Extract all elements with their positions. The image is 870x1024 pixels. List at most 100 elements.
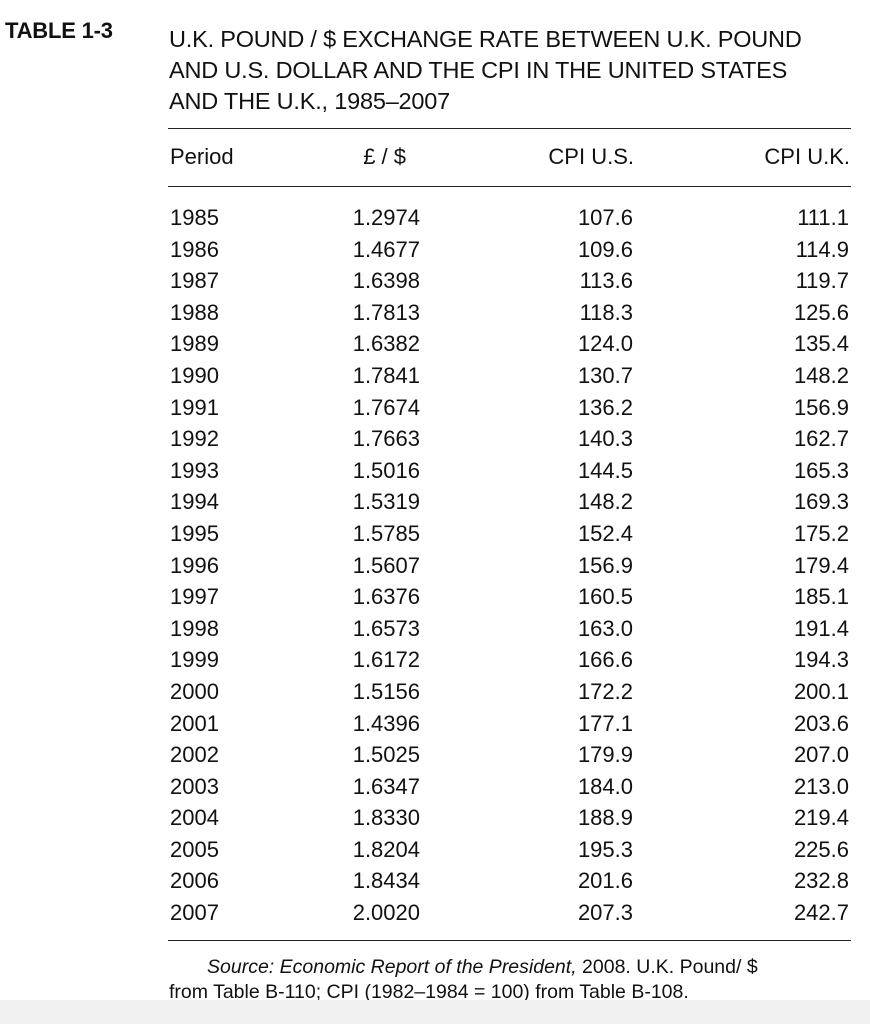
source-line-1-rest: 2008. U.K. Pound/ $: [576, 956, 758, 978]
cell-cpi-uk: 194.3: [793, 647, 849, 673]
table-row: 1998 1.6573 163.0 191.4: [168, 613, 851, 645]
cell-exchange-rate: 1.7663: [352, 426, 420, 452]
table-row: 1993 1.5016 144.5 165.3: [168, 455, 851, 487]
table-body: 1985 1.2974 107.6 111.1 1986 1.4677 109.6 114.9…: [168, 202, 851, 929]
cell-exchange-rate: 1.8330: [352, 805, 420, 831]
table-row: 2003 1.6347 184.0 213.0: [168, 771, 851, 803]
cell-exchange-rate: 1.7674: [352, 394, 420, 420]
cell-exchange-rate: 1.7813: [352, 299, 420, 325]
cell-period: 2002: [170, 742, 219, 768]
cell-exchange-rate: 1.4396: [352, 710, 420, 736]
table-row: 1997 1.6376 160.5 185.1: [168, 581, 851, 613]
cell-exchange-rate: 1.6172: [352, 647, 420, 673]
table-row: 1999 1.6172 166.6 194.3: [168, 644, 851, 676]
cell-exchange-rate: 1.2974: [352, 205, 420, 230]
table-row: 2002 1.5025 179.9 207.0: [168, 739, 851, 771]
page-bottom-strip: [0, 1000, 870, 1024]
cell-cpi-us: 160.5: [577, 584, 633, 610]
cell-cpi-us: 148.2: [577, 489, 633, 515]
cell-cpi-uk: 207.0: [793, 742, 849, 768]
column-header-cpi-uk: CPI U.K.: [764, 144, 850, 169]
table-row: 1989 1.6382 124.0 135.4: [168, 328, 851, 360]
cell-period: 2003: [170, 773, 219, 799]
cell-period: 1992: [170, 426, 219, 452]
cell-period: 1996: [170, 552, 219, 578]
header-rule: [168, 186, 851, 187]
cell-cpi-us: 201.6: [577, 868, 633, 894]
title-line: U.K. POUND / $ EXCHANGE RATE BETWEEN U.K…: [169, 26, 802, 52]
table-row: 1994 1.5319 148.2 169.3: [168, 486, 851, 518]
cell-cpi-us: 195.3: [577, 836, 633, 862]
cell-cpi-us: 136.2: [577, 394, 633, 420]
cell-cpi-us: 140.3: [577, 426, 633, 452]
cell-exchange-rate: 1.5156: [352, 678, 420, 704]
table-row: 2006 1.8434 201.6 232.8: [168, 865, 851, 897]
cell-cpi-uk: 148.2: [793, 362, 849, 388]
cell-cpi-us: 188.9: [577, 805, 633, 831]
cell-period: 2006: [170, 868, 219, 894]
cell-exchange-rate: 1.6376: [352, 584, 420, 610]
cell-cpi-uk: 135.4: [793, 331, 849, 357]
cell-exchange-rate: 1.5607: [352, 552, 420, 578]
cell-cpi-uk: 114.9: [795, 236, 849, 262]
cell-period: 1986: [170, 236, 219, 262]
cell-cpi-us: 107.6: [577, 205, 633, 230]
cell-cpi-uk: 203.6: [793, 710, 849, 736]
cell-cpi-us: 144.5: [577, 457, 633, 483]
cell-exchange-rate: 1.8434: [352, 868, 420, 894]
top-rule: [168, 128, 851, 129]
cell-cpi-uk: 165.3: [793, 457, 849, 483]
cell-cpi-us: 118.3: [579, 299, 633, 325]
table-row: 1988 1.7813 118.3 125.6: [168, 297, 851, 329]
cell-period: 2000: [170, 678, 219, 704]
cell-period: 1993: [170, 457, 219, 483]
cell-cpi-us: 124.0: [577, 331, 633, 357]
cell-cpi-uk: 242.7: [793, 900, 849, 926]
cell-cpi-us: 179.9: [577, 742, 633, 768]
table-row: 2005 1.8204 195.3 225.6: [168, 834, 851, 866]
cell-cpi-uk: 169.3: [793, 489, 849, 515]
table-row: 1996 1.5607 156.9 179.4: [168, 550, 851, 582]
cell-cpi-uk: 119.7: [795, 268, 849, 294]
cell-period: 1991: [170, 394, 219, 420]
table-row: 1991 1.7674 136.2 156.9: [168, 392, 851, 424]
cell-exchange-rate: 1.5016: [352, 457, 420, 483]
cell-period: 1998: [170, 615, 219, 641]
cell-cpi-uk: 175.2: [793, 520, 849, 546]
table-row: 2004 1.8330 188.9 219.4: [168, 802, 851, 834]
table-row: 1987 1.6398 113.6 119.7: [168, 265, 851, 297]
column-header-exchange-rate: £ / $: [363, 144, 406, 169]
cell-period: 1999: [170, 647, 219, 673]
cell-period: 1997: [170, 584, 219, 610]
cell-exchange-rate: 1.8204: [352, 836, 420, 862]
cell-cpi-uk: 191.4: [793, 615, 849, 641]
source-label: Source:: [207, 956, 275, 978]
bottom-rule: [168, 940, 851, 941]
cell-period: 1990: [170, 362, 219, 388]
cell-cpi-uk: 213.0: [793, 773, 849, 799]
cell-exchange-rate: 1.6398: [352, 268, 420, 294]
cell-exchange-rate: 1.5319: [352, 489, 420, 515]
cell-cpi-us: 109.6: [577, 236, 633, 262]
title-line: AND THE U.K., 1985–2007: [169, 88, 451, 114]
cell-cpi-us: 166.6: [577, 647, 633, 673]
source-publication: Economic Report of the President,: [279, 956, 577, 978]
cell-cpi-us: 152.4: [577, 520, 633, 546]
cell-cpi-uk: 219.4: [793, 805, 849, 831]
cell-exchange-rate: 1.4677: [352, 236, 420, 262]
source-line-2: from Table B-110; CPI (1982–1984 = 100) …: [169, 981, 689, 1003]
cell-cpi-uk: 185.1: [793, 584, 849, 610]
cell-period: 1994: [170, 489, 219, 515]
cell-exchange-rate: 2.0020: [352, 900, 420, 926]
column-header-cpi-us: CPI U.S.: [548, 144, 634, 169]
cell-cpi-us: 113.6: [579, 268, 633, 294]
cell-cpi-uk: 156.9: [793, 394, 849, 420]
cell-exchange-rate: 1.6347: [352, 773, 420, 799]
cell-period: 2004: [170, 805, 219, 831]
cell-cpi-uk: 200.1: [793, 678, 849, 704]
cell-cpi-uk: 162.7: [793, 426, 849, 452]
cell-exchange-rate: 1.5025: [352, 742, 420, 768]
source-line-1: Source: Economic Report of the President…: [169, 955, 859, 980]
table-row: 1990 1.7841 130.7 148.2: [168, 360, 851, 392]
cell-cpi-uk: 232.8: [793, 868, 849, 894]
